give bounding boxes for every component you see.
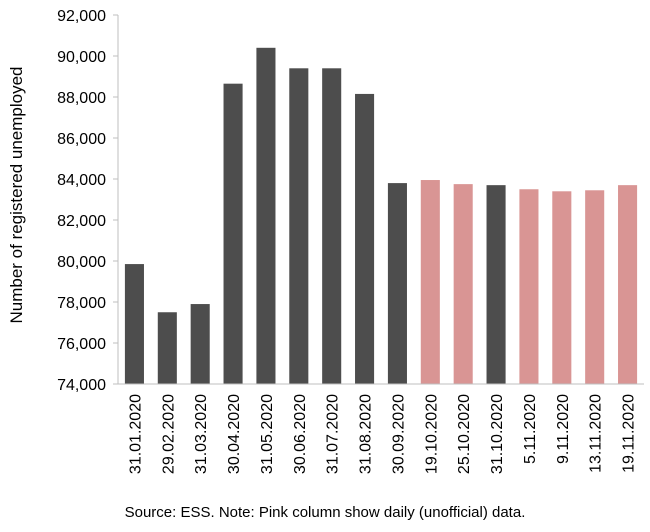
bar-31.05.2020 [256,47,276,385]
x-tick-label: 19.11.2020 [621,394,638,473]
bar-13.11.2020 [585,190,605,384]
bar-29.02.2020 [157,312,177,384]
bar-19.10.2020 [420,180,440,384]
y-axis-ticks: 74,000 76,000 78,000 80,000 82,000 84,000 86,0… [57,8,118,394]
bar-25.10.2020 [453,184,473,384]
y-tick-label: 90,000 [57,49,106,66]
bar-31.08.2020 [355,93,375,385]
bars [124,47,638,385]
x-axis-ticks: 31.01.2020 29.02.2020 31.03.2020 30.04.2020… [127,394,637,474]
y-tick-label: 88,000 [57,90,106,107]
x-tick-label: 31.01.2020 [127,394,144,474]
y-tick-label: 86,000 [57,131,106,148]
bar-30.04.2020 [223,83,243,385]
x-tick-label: 5.11.2020 [522,394,539,464]
x-tick-label: 19.10.2020 [423,394,440,474]
x-tick-label: 30.09.2020 [390,394,407,474]
bar-chart: Number of registered unemployed 74,000 76… [7,8,644,474]
x-tick-label: 25.10.2020 [456,394,473,474]
x-tick-label: 13.11.2020 [588,394,605,473]
bar-5.11.2020 [519,189,539,384]
x-tick-label: 30.04.2020 [226,394,243,474]
y-tick-label: 76,000 [57,336,106,353]
y-tick-label: 84,000 [57,172,106,189]
bar-31.03.2020 [190,304,210,384]
y-tick-label: 74,000 [57,377,106,394]
bar-9.11.2020 [552,191,572,384]
bar-30.09.2020 [387,183,407,384]
y-tick-label: 78,000 [57,295,106,312]
y-tick-label: 82,000 [57,213,106,230]
x-tick-label: 31.03.2020 [193,394,210,474]
y-axis-title: Number of registered unemployed [7,66,26,323]
bar-31.01.2020 [124,264,144,384]
x-tick-label: 30.06.2020 [292,394,309,474]
axes [117,15,644,385]
y-tick-label: 92,000 [57,8,106,25]
bar-31.10.2020 [486,185,506,384]
y-tick-label: 80,000 [57,254,106,271]
source-note: Source: ESS. Note: Pink column show dail… [124,504,526,521]
x-tick-label: 31.08.2020 [358,394,375,474]
bar-19.11.2020 [618,185,638,384]
bar-30.06.2020 [289,68,309,385]
bar-31.07.2020 [322,68,342,385]
x-tick-label: 31.10.2020 [489,394,506,474]
x-tick-label: 31.05.2020 [259,394,276,474]
x-tick-label: 9.11.2020 [555,394,572,464]
x-tick-label: 29.02.2020 [160,394,177,474]
x-tick-label: 31.07.2020 [325,394,342,474]
